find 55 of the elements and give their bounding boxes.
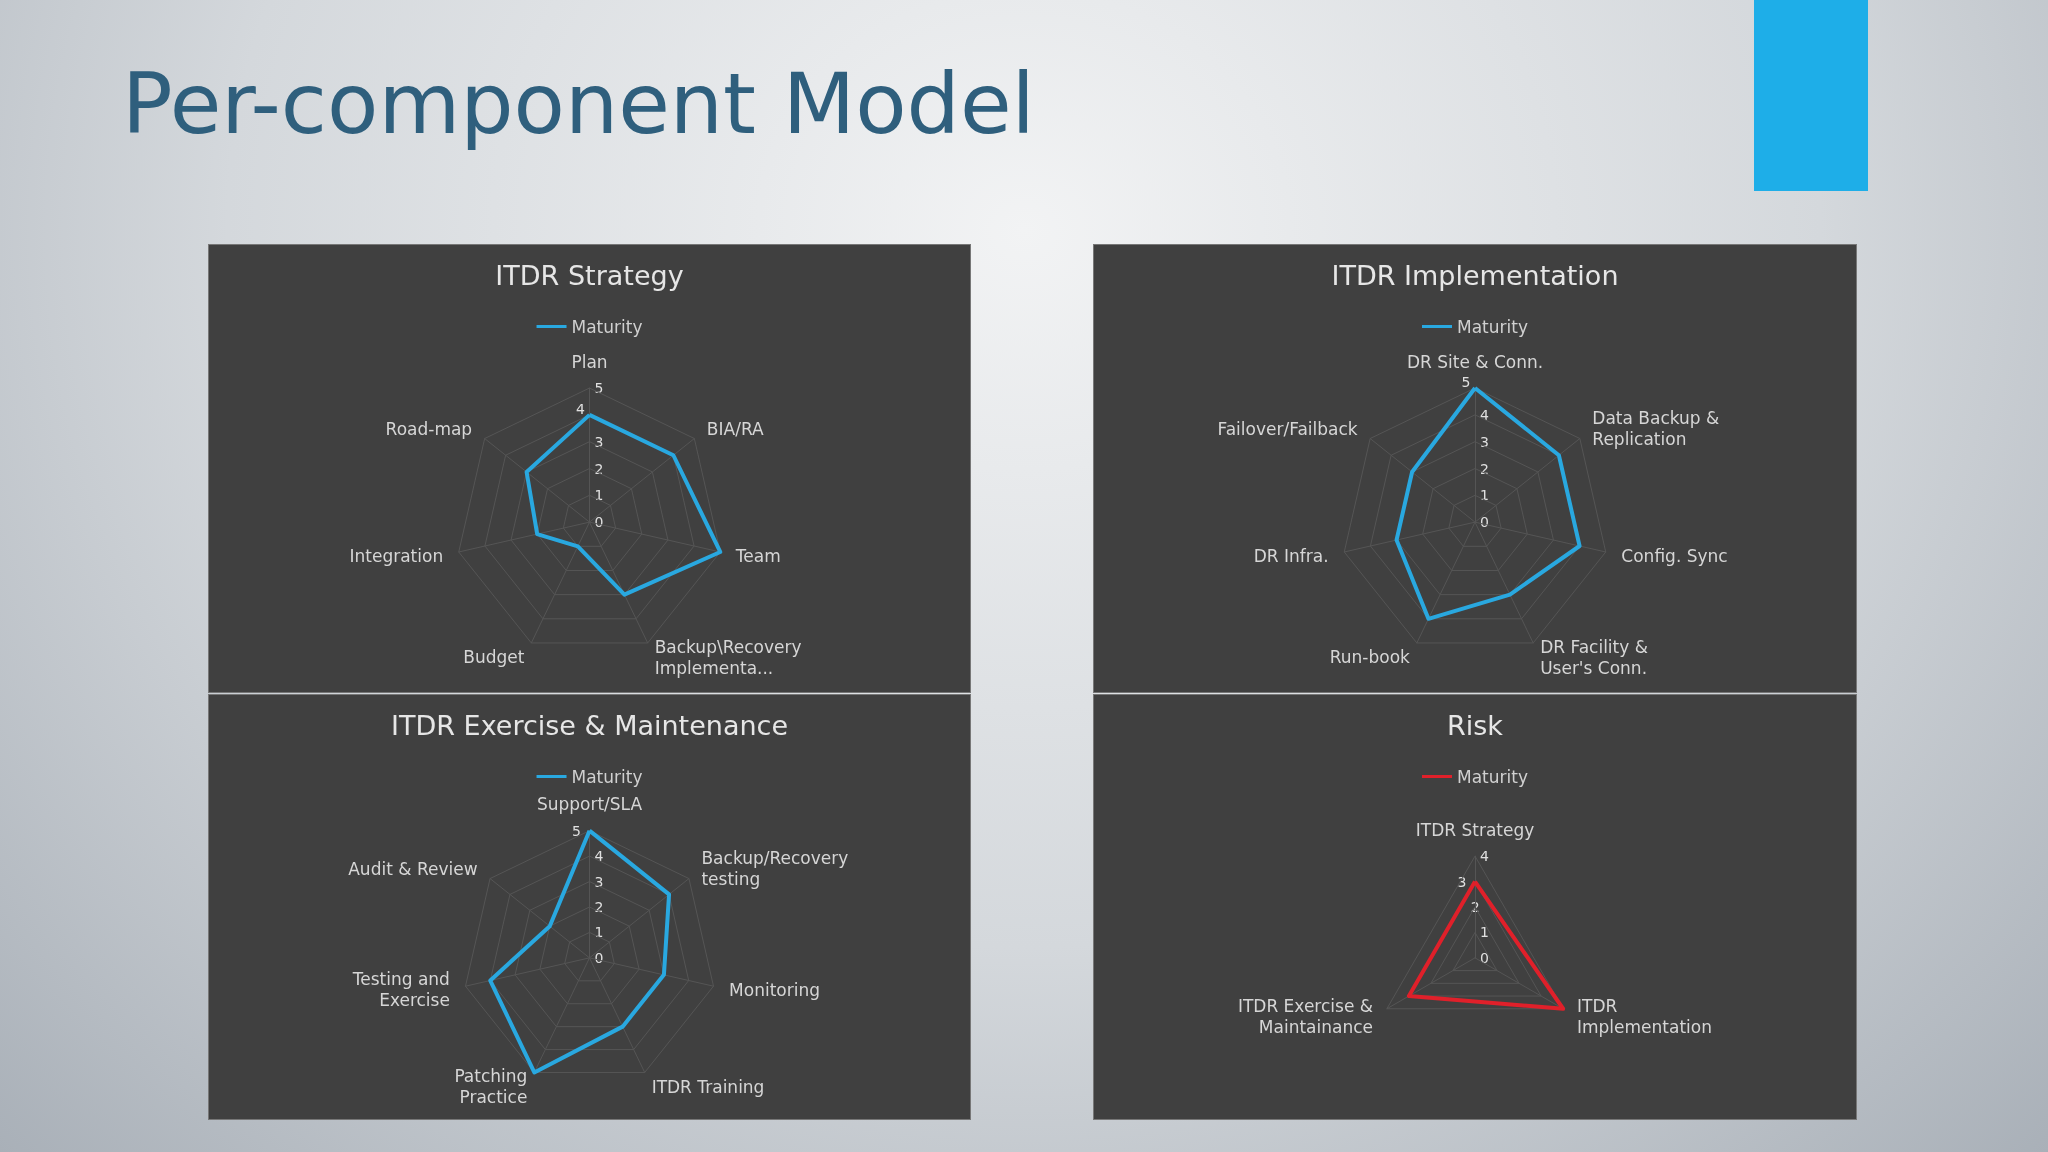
y-tick-label: 2 — [594, 460, 604, 477]
y-tick-label: 1 — [594, 924, 604, 941]
y-tick-label: 2 — [1480, 460, 1489, 477]
spoke-label: DR Infra. — [1253, 545, 1329, 566]
y-tick-label: 4 — [594, 848, 604, 865]
legend-label: Maturity — [571, 766, 643, 787]
spoke-label: DR Facility & User's Conn. — [1540, 636, 1648, 678]
spoke-label: Road-map — [385, 418, 473, 439]
y-tick-label: 3 — [594, 873, 604, 890]
chart-title: ITDR Exercise & Maintenance — [390, 710, 789, 741]
spoke-label: Data Backup & Replication — [1592, 408, 1720, 450]
spoke-label: ITDR Exercise & Maintainance — [1237, 996, 1374, 1038]
y-tick-label: 2 — [594, 899, 604, 915]
spoke-label: DR Site & Conn. — [1406, 351, 1544, 372]
spoke-label: Support/SLA — [536, 794, 643, 815]
y-tick-label: 5 — [572, 822, 581, 839]
spoke-label: BIA/RA — [706, 418, 765, 439]
y-tick-label: 0 — [594, 949, 604, 966]
y-tick-label: 1 — [1480, 487, 1489, 504]
chart-title: Risk — [1447, 710, 1504, 741]
spoke-label: Audit & Review — [348, 858, 478, 879]
spoke-label: Plan — [571, 351, 608, 372]
spoke-label: ITDR Implementation — [1576, 996, 1712, 1038]
spoke-label: Patching Practice — [454, 1066, 528, 1108]
spoke-label: Team — [734, 545, 781, 566]
spoke-label: Backup\Recovery Implementa... — [654, 636, 802, 678]
legend-label: Maturity — [571, 316, 643, 337]
spoke-label: ITDR Training — [651, 1076, 765, 1097]
chart-title: ITDR Strategy — [495, 260, 684, 291]
y-tick-label: 3 — [594, 433, 604, 450]
y-tick-label: 3 — [1457, 873, 1467, 890]
spoke-label: Config. Sync — [1621, 545, 1728, 566]
y-tick-label: 5 — [594, 380, 604, 397]
spoke-label: Monitoring — [729, 979, 821, 1000]
y-tick-label: 3 — [1480, 433, 1489, 450]
spoke-label: ITDR Strategy — [1415, 819, 1535, 840]
y-tick-label: 1 — [1480, 924, 1489, 941]
spoke-label: Run-book — [1329, 647, 1411, 668]
spoke-label: Integration — [349, 545, 444, 566]
text: Per-component Model — [122, 55, 1035, 153]
legend-label: Maturity — [1457, 766, 1528, 787]
spoke-label: Testing and Exercise — [351, 969, 450, 1011]
spoke-label: Budget — [463, 647, 525, 668]
chart-title: ITDR Implementation — [1331, 260, 1619, 291]
y-tick-label: 4 — [1480, 406, 1489, 423]
y-tick-label: 0 — [594, 514, 604, 531]
y-tick-label: 4 — [1480, 848, 1489, 865]
spoke-label: Failover/Failback — [1217, 418, 1358, 439]
y-tick-label: 5 — [1461, 374, 1471, 391]
y-tick-label: 0 — [1480, 949, 1489, 966]
y-tick-label: 4 — [576, 400, 585, 417]
legend-label: Maturity — [1457, 316, 1528, 337]
spoke-label: Backup/Recovery testing — [701, 848, 849, 890]
y-tick-label: 1 — [594, 487, 604, 504]
y-tick-label: 0 — [1480, 514, 1489, 531]
